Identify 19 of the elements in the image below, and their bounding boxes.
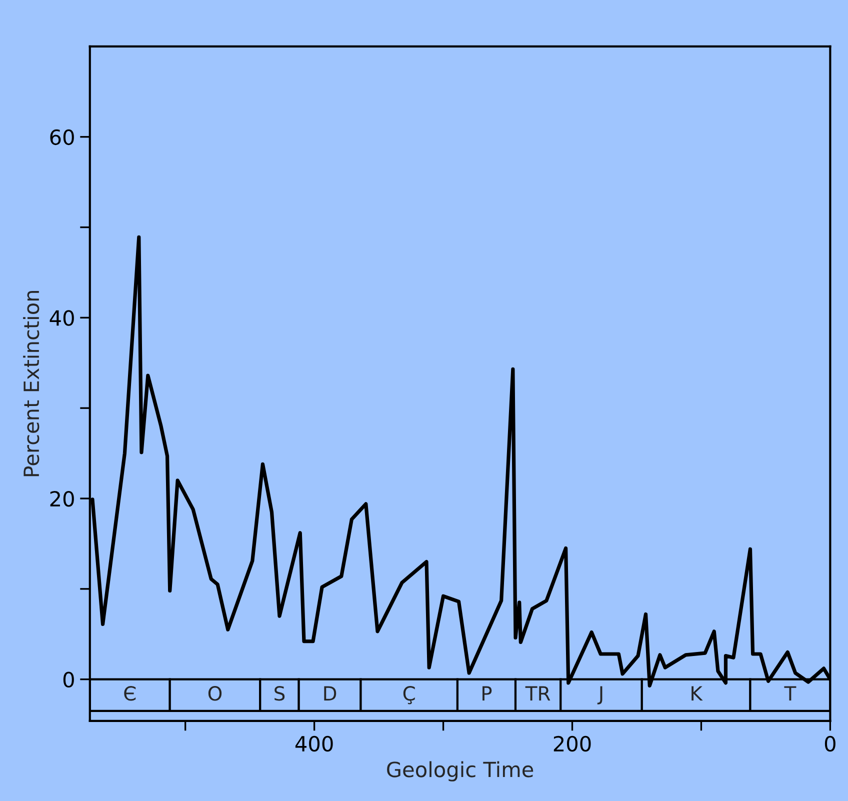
x-tick-label: 400	[295, 736, 333, 752]
band-label: P	[482, 686, 492, 700]
band-label: TR	[525, 686, 550, 700]
x-axis-title: Geologic Time	[387, 761, 534, 782]
band-label: D	[324, 686, 336, 700]
band-label: S	[274, 686, 285, 701]
x-tick-label: 0	[824, 736, 836, 752]
band-label: J	[597, 686, 602, 704]
y-tick-label: 40	[50, 310, 74, 326]
band-label: T	[784, 686, 796, 700]
y-tick-label: 0	[63, 672, 74, 688]
band-label: K	[692, 686, 703, 700]
band-label: O	[208, 686, 222, 701]
y-tick-label: 20	[50, 490, 74, 507]
y-axis-title: Percent Extinction	[23, 290, 40, 476]
y-tick-label: 60	[50, 129, 74, 146]
band-label: Є	[124, 686, 136, 701]
band-label: Ç	[403, 686, 415, 704]
x-tick-label: 200	[554, 736, 591, 752]
